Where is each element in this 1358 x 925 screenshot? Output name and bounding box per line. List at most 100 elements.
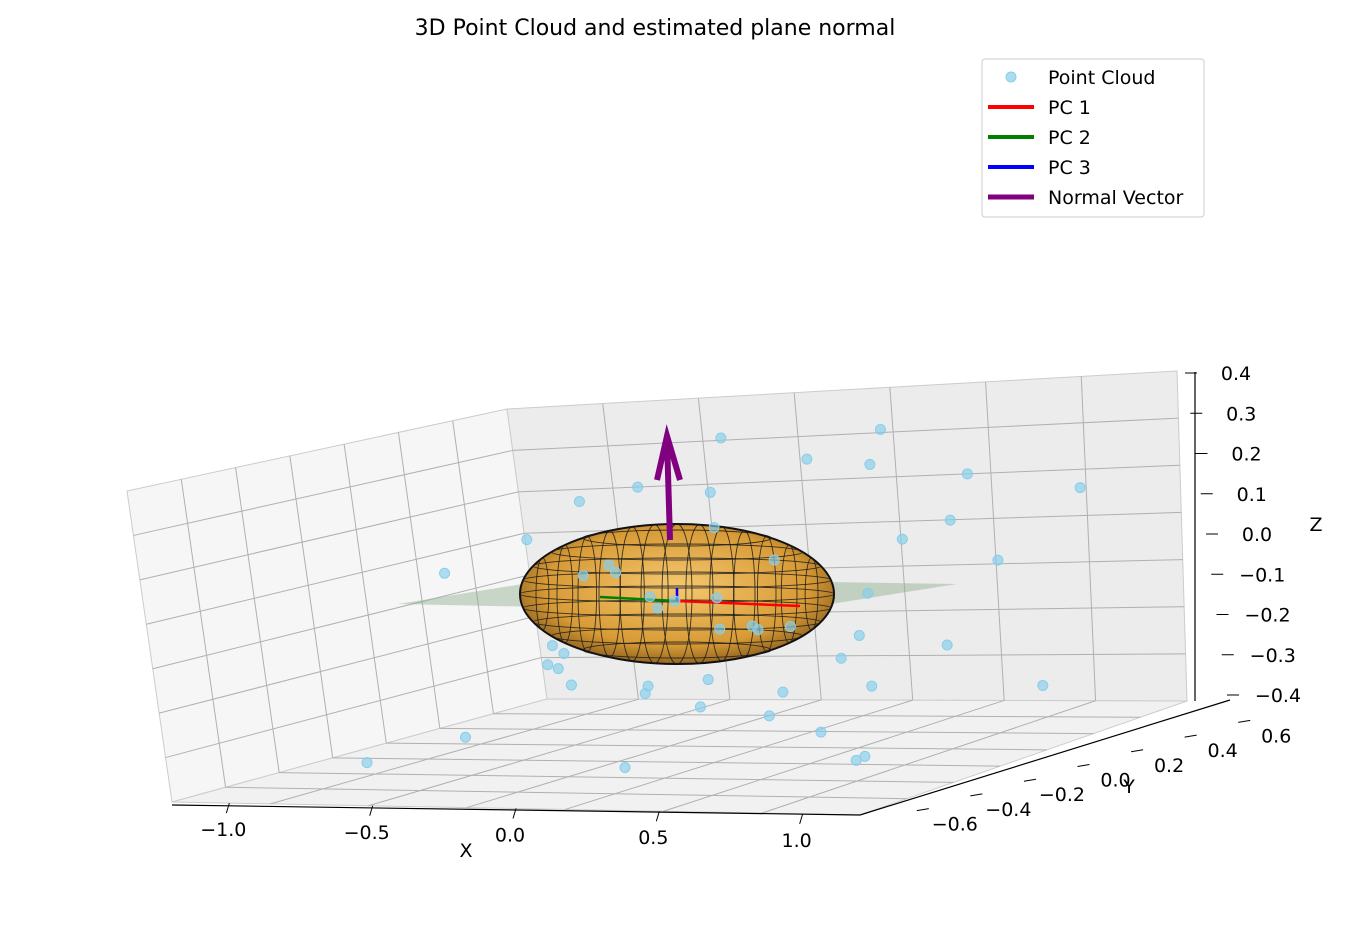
- gridline: [165, 657, 542, 759]
- z-tick-label: 0.2: [1231, 444, 1261, 466]
- x-axis-ticks: −1.0 −0.5 0.0 0.5 1.0: [200, 802, 812, 852]
- x-tick-mark: [225, 802, 230, 814]
- gridline: [343, 444, 387, 744]
- gridline: [146, 532, 525, 625]
- scatter-point: [610, 567, 622, 579]
- gridline: [332, 757, 1001, 767]
- legend-label-pc1: PC 1: [1048, 97, 1091, 119]
- ellipsoid-parallel: [550, 543, 804, 561]
- legend-label-pc2: PC 2: [1048, 127, 1091, 149]
- x-tick-mark: [655, 811, 660, 822]
- gridline: [279, 772, 954, 783]
- scatter-point: [746, 620, 758, 632]
- gridline: [493, 713, 1141, 718]
- y-tick-mark: [1238, 719, 1251, 723]
- scatter-point: [941, 639, 953, 651]
- scatter-point: [552, 663, 564, 675]
- scatter-point: [694, 701, 706, 713]
- z-tick-label: −0.1: [1239, 564, 1285, 586]
- scatter-point: [763, 710, 775, 722]
- gridline: [289, 455, 334, 758]
- z-tick-label: 0.4: [1221, 363, 1251, 385]
- ellipsoid-parallel: [550, 627, 804, 645]
- legend-marker-point-cloud: [1005, 71, 1017, 83]
- legend-label-pc3: PC 3: [1048, 157, 1091, 179]
- y-axis-ticks: −0.6 −0.4 −0.2 0.0 0.2 0.4 0.6: [916, 719, 1291, 836]
- normal-vector-arrow: [654, 424, 683, 541]
- ellipsoid-meridian: [640, 524, 669, 664]
- scatter-point: [632, 481, 644, 493]
- gridline: [761, 700, 1096, 814]
- scatter-point: [866, 680, 878, 692]
- y-axis-line: [859, 699, 1231, 816]
- gridline: [139, 491, 519, 581]
- y-tick-label: −0.6: [932, 814, 978, 836]
- pc2-line: [599, 595, 678, 603]
- scatter-point: [711, 592, 723, 604]
- floor-pane: [171, 698, 1188, 816]
- scatter-point: [801, 453, 813, 465]
- legend-label-normal-vector: Normal Vector: [1048, 187, 1184, 209]
- y-tick-mark: [916, 808, 929, 812]
- ellipsoid-parallel: [532, 557, 822, 575]
- scatter-point: [768, 554, 780, 566]
- gridline: [180, 479, 227, 788]
- z-tick-label: 0.3: [1226, 403, 1256, 425]
- gridline: [985, 381, 1005, 701]
- scatter-point: [603, 559, 615, 571]
- scatter-point: [850, 754, 862, 766]
- scatter-point: [777, 686, 789, 698]
- gridline: [663, 699, 1005, 812]
- y-tick-mark: [1077, 764, 1090, 767]
- z-tick-label: 0.1: [1237, 484, 1267, 506]
- y-tick-label: −0.4: [985, 799, 1031, 821]
- gridline: [368, 699, 730, 807]
- normal-vector-head: [654, 424, 683, 481]
- scatter-point: [652, 602, 664, 614]
- ellipsoid-parallel: [582, 529, 772, 547]
- scatter-point: [704, 486, 716, 498]
- point-cloud-series: [361, 423, 1086, 774]
- scatter-point: [835, 652, 847, 664]
- gridline: [397, 432, 441, 729]
- gridline: [1080, 376, 1097, 701]
- x-axis-label: X: [459, 840, 472, 862]
- x-tick-label: 1.0: [782, 830, 812, 852]
- z-axis-ticks: −0.4 −0.3 −0.2 −0.1 0.0 0.1 0.2 0.3 0.4: [1185, 363, 1301, 707]
- scatter-point: [361, 757, 373, 769]
- y-axis-label: Y: [1122, 776, 1135, 798]
- scatter-point: [864, 458, 876, 470]
- gridline: [512, 417, 1179, 451]
- x-tick-label: −1.0: [200, 819, 246, 841]
- z-tick-label: −0.2: [1244, 605, 1290, 627]
- z-tick-label: −0.4: [1255, 685, 1301, 707]
- y-tick-label: 0.4: [1208, 740, 1238, 762]
- scatter-point: [558, 647, 570, 659]
- scatter-point: [619, 762, 631, 774]
- x-tick-mark: [799, 813, 804, 825]
- scatter-point: [714, 623, 726, 635]
- y-tick-mark: [970, 793, 983, 797]
- normal-vector-shaft: [664, 439, 673, 541]
- scatter-point: [702, 674, 714, 686]
- ellipsoid-wireframe: [519, 523, 835, 665]
- z-tick-label: 0.0: [1242, 524, 1272, 546]
- ellipsoid-meridian: [780, 544, 798, 644]
- scatter-point: [715, 432, 727, 444]
- y-tick-mark: [1023, 778, 1037, 782]
- ellipsoid-meridian: [535, 557, 550, 631]
- scatter-point: [862, 587, 874, 599]
- scatter-point: [577, 570, 589, 582]
- scatter-point: [521, 534, 533, 546]
- gridline: [518, 464, 1180, 493]
- scatter-point: [1037, 679, 1049, 691]
- scatter-point: [644, 591, 656, 603]
- scatter-point: [1074, 482, 1086, 494]
- gridline: [793, 392, 822, 700]
- ellipsoid-parallel: [532, 613, 822, 631]
- x-tick-mark: [369, 805, 374, 816]
- scatter-point: [708, 522, 720, 534]
- scatter-point: [573, 496, 585, 508]
- scatter-point: [815, 726, 827, 738]
- scatter-point: [944, 514, 956, 526]
